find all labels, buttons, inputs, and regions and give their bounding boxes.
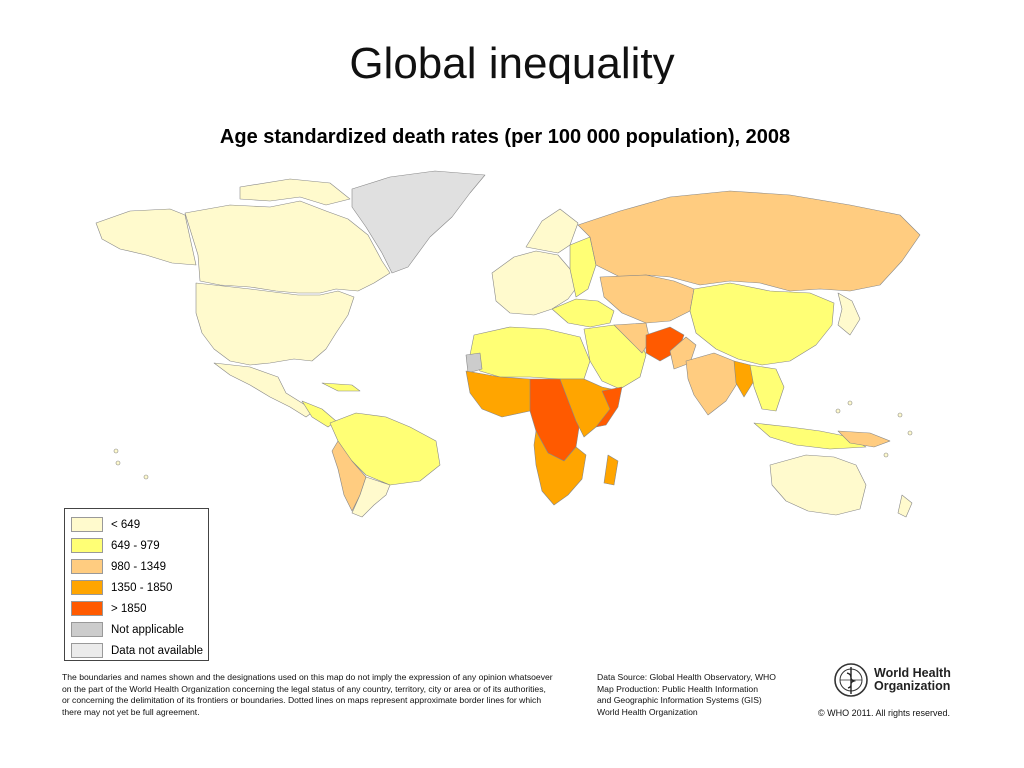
region-india [685,352,741,416]
data-source-text: Data Source: Global Health Observatory, … [597,672,807,718]
who-name-line: World Health [874,666,951,680]
source-line: World Health Organization [597,706,698,717]
legend-item-lt649: < 649 [71,514,208,535]
who-name: World Health Organization [874,667,951,693]
region-central-asia [599,274,695,324]
legend-item-gt1850: > 1850 [71,598,208,619]
island [143,474,149,480]
region-se-asia [749,364,785,412]
region-madagascar [603,454,619,486]
legend-swatch [71,559,103,574]
legend-label: Not applicable [111,623,184,636]
region-turkey [551,298,615,328]
who-emblem-icon [834,663,868,697]
who-name-line: Organization [874,679,951,693]
legend-swatch [71,622,103,637]
source-line: Map Production: Public Health Informatio… [597,683,758,694]
disclaimer-line: The boundaries and names shown and the d… [62,672,553,682]
legend-label: > 1850 [111,602,147,615]
legend-label: 980 - 1349 [111,560,166,573]
source-line: and Geographic Information Systems (GIS) [597,695,762,705]
region-usa [195,282,355,366]
slide-title: Global inequality [349,39,675,84]
disclaimer-line: on the part of the World Health Organiza… [62,683,546,694]
region-mexico [213,362,315,418]
island [907,430,913,436]
region-canada [184,200,391,294]
region-north-africa [469,326,591,380]
legend-item-1350-1850: 1350 - 1850 [71,577,208,598]
island [835,408,841,414]
disclaimer-line: or concerning the delimitation of its fr… [62,695,542,705]
region-arctic-islands [239,178,351,206]
region-myanmar [733,360,755,398]
legend-item-649-979: 649 - 979 [71,535,208,556]
region-alaska [95,208,197,266]
legend-label: 1350 - 1850 [111,581,173,594]
legend-label: < 649 [111,518,141,531]
legend: < 649 649 - 979 980 - 1349 1350 - 1850 >… [64,508,209,661]
disclaimer-line: there may not yet be full agreement. [62,706,200,717]
region-japan [837,292,861,336]
island [847,400,853,406]
region-andes [331,440,367,512]
region-indonesia [753,422,867,450]
region-western-sahara [465,352,483,374]
source-line: Data Source: Global Health Observatory, … [597,672,776,682]
map-title: Age standardized death rates (per 100 00… [219,126,791,148]
legend-swatch [71,580,103,595]
legend-swatch [71,601,103,616]
legend-label: Data not available [111,644,204,657]
legend-item-980-1349: 980 - 1349 [71,556,208,577]
island [897,412,903,418]
legend-swatch [71,538,103,553]
region-greenland [351,170,486,274]
legend-item-not-available: Data not available [71,640,208,661]
region-southern-africa [533,430,587,506]
legend-item-not-applicable: Not applicable [71,619,208,640]
region-scandinavia [525,208,579,254]
disclaimer-text: The boundaries and names shown and the d… [62,672,582,718]
world-map [95,170,921,518]
who-logo: World Health Organization [832,660,962,700]
region-southern-cone [351,476,391,518]
region-australia [769,454,867,516]
island [883,452,889,458]
island [115,460,121,466]
island [113,448,119,454]
region-china [689,282,835,366]
region-caribbean [321,382,361,392]
region-new-zealand [897,494,913,518]
legend-swatch [71,643,103,658]
copyright-text: © WHO 2011. All rights reserved. [818,708,951,718]
region-papua [837,430,891,448]
region-somalia [595,386,623,428]
legend-label: 649 - 979 [111,539,160,552]
legend-swatch [71,517,103,532]
region-western-europe [491,250,581,316]
